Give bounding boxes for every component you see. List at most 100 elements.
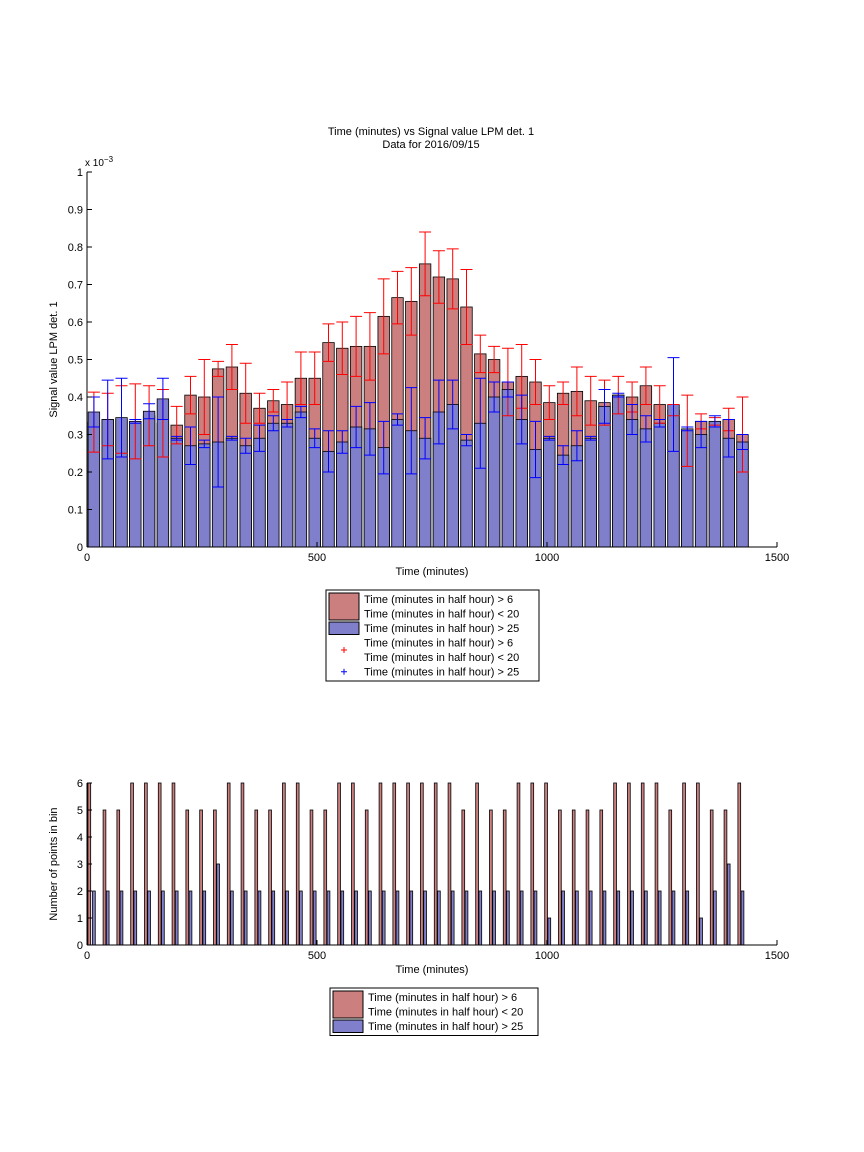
count-bar (685, 890, 690, 946)
count-bar (420, 782, 424, 946)
y-tick-label: 0.3 (68, 430, 83, 442)
y-tick-label: 1 (77, 167, 83, 179)
y-tick-label: 0.7 (68, 280, 83, 292)
bar (391, 419, 404, 548)
y-tick-label: 0.9 (68, 205, 83, 217)
y-tick-label: 0.5 (68, 355, 83, 367)
count-bar (202, 890, 207, 946)
count-bar (613, 782, 617, 946)
legend-label: Time (minutes in half hour) > 25 (364, 623, 519, 635)
count-bar (185, 809, 190, 946)
count-bar (709, 809, 714, 946)
count-bar (464, 890, 469, 946)
bar (625, 419, 639, 548)
count-bar (475, 782, 479, 946)
legend-label: Time (minutes in half hour) > 6 (364, 638, 513, 650)
signal-bar-chart: 0 500 1000 1500 0 0.1 0.2 0.3 0.4 0.5 0.6 0.7 0.8 0.9… (48, 155, 789, 578)
legend-swatch (328, 621, 360, 635)
bar (487, 396, 501, 548)
count-bar (461, 809, 466, 946)
x-tick-label: 1500 (765, 552, 789, 564)
count-bar (447, 782, 452, 946)
x-tick-label: 500 (308, 552, 326, 564)
bar (198, 443, 211, 548)
count-bar (392, 782, 397, 946)
y-tick-label: 2 (77, 886, 83, 898)
x-axis-label: Time (minutes) (396, 964, 469, 976)
count-bar (299, 890, 303, 946)
legend-label: Time (minutes in half hour) > 6 (364, 594, 513, 606)
legend-swatch (332, 990, 364, 1019)
bar (543, 437, 556, 548)
count-bar (644, 890, 648, 946)
count-bar (309, 809, 314, 946)
y-tick-label: 0.4 (68, 392, 83, 404)
bar (556, 454, 570, 548)
legend-label: Time (minutes in half hour) > 25 (368, 1021, 523, 1033)
count-bar (657, 890, 662, 946)
legend-box (325, 589, 540, 682)
count-bar (326, 890, 331, 946)
y-tick-label: 6 (77, 778, 83, 790)
y-exponent-label: x 10−3 (85, 155, 114, 169)
count-bar (354, 890, 358, 946)
y-tick-label: 5 (77, 805, 83, 817)
count-bar (381, 890, 386, 946)
count-bar (558, 809, 562, 946)
x-tick-label: 1000 (535, 950, 559, 962)
bar (267, 422, 280, 548)
count-bar (240, 782, 245, 946)
bar (460, 439, 473, 548)
count-bar (254, 809, 259, 946)
bar (584, 437, 597, 548)
y-tick-label: 0 (77, 940, 83, 952)
count-bar (157, 782, 162, 946)
chart-subtitle: Data for 2016/09/15 (382, 139, 479, 151)
count-bar (450, 890, 455, 946)
legend-swatch (332, 1019, 364, 1033)
legend-label: Time (minutes in half hour) < 20 (364, 652, 519, 664)
y-axis-label: Number of points in bin (48, 807, 60, 920)
count-bar (519, 890, 524, 946)
y-tick-label: 0.1 (68, 505, 83, 517)
count-bar (340, 890, 345, 946)
count-bar (533, 890, 538, 946)
bar (225, 437, 239, 548)
series-red-error-bars (87, 231, 749, 473)
count-bar (492, 890, 496, 946)
x-tick-label: 0 (84, 950, 90, 962)
count-bar (271, 890, 276, 946)
count-bar (630, 890, 634, 946)
count-bar (147, 890, 151, 946)
count-bar (378, 782, 383, 946)
count-bar (437, 890, 441, 946)
count-bar (575, 890, 579, 946)
count-bar (226, 782, 231, 946)
legend-box (329, 987, 539, 1036)
count-bar (119, 890, 124, 946)
y-tick-label: 4 (77, 832, 83, 844)
count-chart-legend: Time (minutes in half hour) > 6 Time (min… (329, 987, 539, 1036)
count-bar (243, 890, 248, 946)
count-bar (409, 890, 414, 946)
legend-label: Time (minutes in half hour) > 6 (368, 992, 517, 1004)
count-bar (230, 890, 234, 946)
count-bar (740, 890, 745, 946)
bar (612, 394, 625, 548)
count-bar (188, 890, 193, 946)
bar (239, 445, 252, 548)
count-bar (406, 782, 410, 946)
count-bar (696, 782, 700, 946)
count-bar (323, 809, 328, 946)
count-bar (116, 809, 121, 946)
count-bar (92, 890, 96, 946)
bar (653, 422, 666, 548)
count-bar (713, 890, 717, 946)
count-bar (737, 782, 742, 946)
y-axis-label: Signal value LPM det. 1 (48, 301, 60, 417)
x-tick-label: 1000 (535, 552, 559, 564)
count-bar (105, 890, 110, 946)
count-bar (337, 782, 341, 946)
bar (308, 437, 321, 548)
